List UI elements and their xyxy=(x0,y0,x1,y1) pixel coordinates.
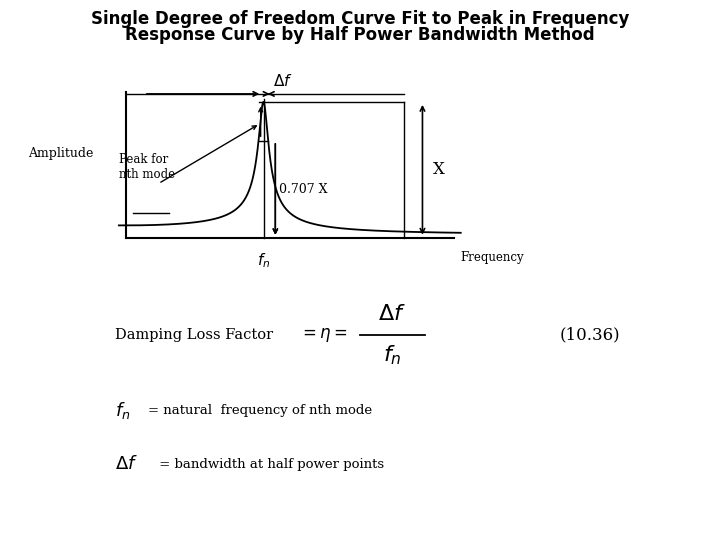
Text: $f_n$: $f_n$ xyxy=(257,251,270,270)
Text: $= \eta =$: $= \eta =$ xyxy=(299,326,347,344)
Text: $f_n$: $f_n$ xyxy=(115,400,130,421)
Text: (10.36): (10.36) xyxy=(560,326,621,343)
Text: Response Curve by Half Power Bandwidth Method: Response Curve by Half Power Bandwidth M… xyxy=(125,26,595,44)
Text: = natural  frequency of nth mode: = natural frequency of nth mode xyxy=(148,404,372,417)
Text: Peak for
nth mode: Peak for nth mode xyxy=(119,153,175,181)
Text: Single Degree of Freedom Curve Fit to Peak in Frequency: Single Degree of Freedom Curve Fit to Pe… xyxy=(91,10,629,28)
Text: Frequency: Frequency xyxy=(461,251,524,264)
Text: = bandwidth at half power points: = bandwidth at half power points xyxy=(155,458,384,471)
Text: X: X xyxy=(433,161,445,178)
Text: 0.707 X: 0.707 X xyxy=(279,183,328,195)
Text: $f_n$: $f_n$ xyxy=(383,343,402,367)
Text: $\Delta f$: $\Delta f$ xyxy=(115,455,138,474)
Text: Amplitude: Amplitude xyxy=(29,147,94,160)
Text: $\Delta f$: $\Delta f$ xyxy=(273,72,293,89)
Text: $\Delta f$: $\Delta f$ xyxy=(379,304,406,325)
Text: Damping Loss Factor: Damping Loss Factor xyxy=(115,328,274,342)
